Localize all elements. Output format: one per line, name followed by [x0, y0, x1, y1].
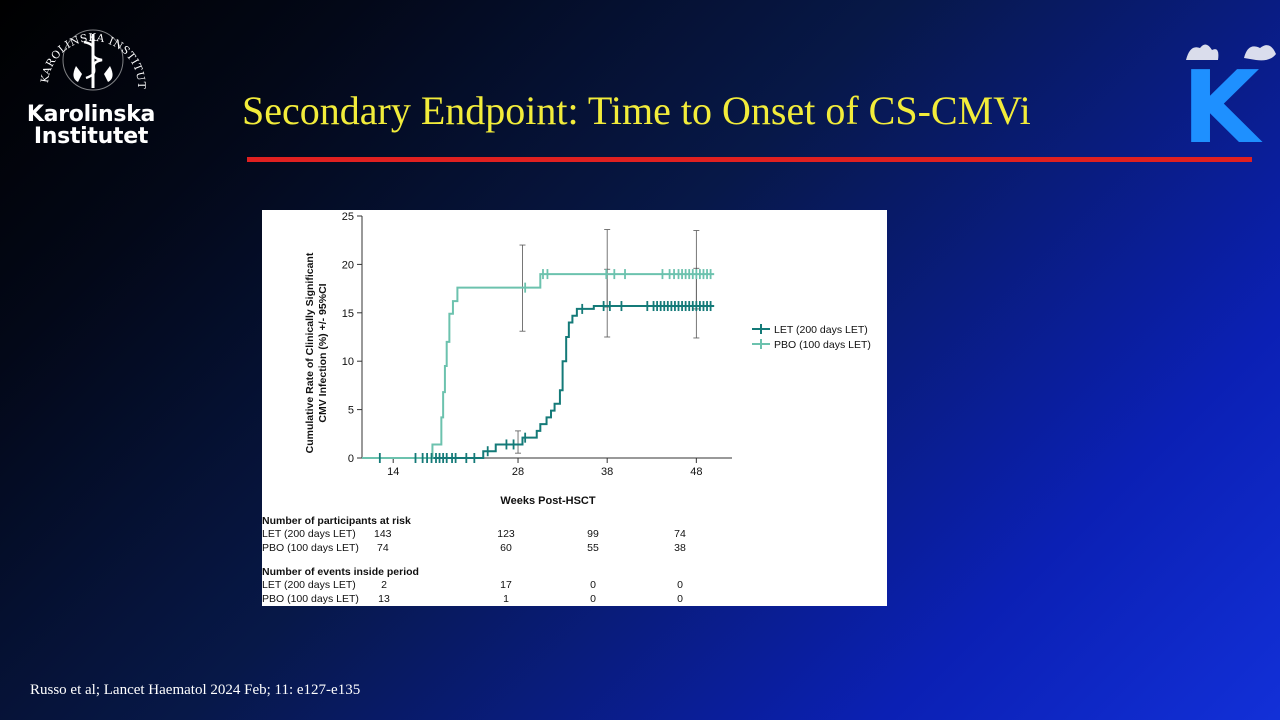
svg-text:KAROLINSKA INSTITUTET · ANNO 1: KAROLINSKA INSTITUTET · ANNO 1810 [18, 16, 147, 89]
legend-pbo: PBO (100 days LET) [774, 339, 871, 351]
pbo-curve [362, 273, 715, 459]
x-tick-label: 48 [690, 466, 702, 478]
at-risk-let-v1: 123 [497, 528, 515, 540]
legend: LET (200 days LET) PBO (100 days LET) [752, 324, 871, 351]
error-bars [515, 229, 700, 454]
ki-seal-icon: KAROLINSKA INSTITUTET · ANNO 1810 [13, 7, 147, 91]
y-axis-label-line1: Cumulative Rate of Clinically Significan… [304, 252, 316, 453]
citation: Russo et al; Lancet Haematol 2024 Feb; 1… [30, 682, 361, 698]
events-pbo-v3: 0 [677, 593, 683, 605]
slide-title: Secondary Endpoint: Time to Onset of CS-… [242, 88, 1031, 133]
seal-text: KAROLINSKA INSTITUTET · ANNO 1810 [13, 7, 147, 89]
at-risk-let-v0: 143 [374, 528, 392, 540]
k-logo-icon: K [1182, 44, 1276, 146]
y-tick-label: 20 [342, 259, 354, 271]
x-tick-label: 14 [387, 466, 399, 478]
y-tick-label: 0 [348, 453, 354, 465]
y-tick-label: 10 [342, 356, 354, 368]
censor-marks [378, 269, 712, 463]
chart-panel: 0 5 10 15 20 25 14 28 38 48 Cumulative Rate of Cl… [262, 210, 887, 606]
x-axis-label: Weeks Post-HSCT [500, 495, 595, 507]
events-let-v1: 17 [500, 579, 512, 591]
at-risk-pbo-v2: 55 [587, 542, 599, 554]
k-logo-letter: K [1182, 49, 1263, 146]
events-pbo-label: PBO (100 days LET) [262, 593, 359, 605]
chart-labels: Cumulative Rate of Clinically Significan… [304, 252, 596, 507]
events-pbo-v0: 13 [378, 593, 390, 605]
chart-axes: 0 5 10 15 20 25 14 28 38 48 [342, 211, 732, 478]
events-let-label: LET (200 days LET) [262, 579, 356, 591]
ki-name-line1: Karolinska [26, 102, 156, 127]
risk-table: Number of participants at risk LET (200 … [262, 515, 686, 605]
events-let-v2: 0 [590, 579, 596, 591]
at-risk-title: Number of participants at risk [262, 515, 411, 527]
at-risk-pbo-v3: 38 [674, 542, 686, 554]
events-pbo-v1: 1 [503, 593, 509, 605]
at-risk-let-label: LET (200 days LET) [262, 528, 356, 540]
legend-let: LET (200 days LET) [774, 324, 868, 336]
y-tick-label: 15 [342, 308, 354, 320]
events-title: Number of events inside period [262, 566, 419, 578]
at-risk-pbo-v0: 74 [377, 542, 389, 554]
y-tick-label: 25 [342, 211, 354, 223]
events-let-v3: 0 [677, 579, 683, 591]
at-risk-pbo-label: PBO (100 days LET) [262, 542, 359, 554]
at-risk-pbo-v1: 60 [500, 542, 512, 554]
events-let-v0: 2 [381, 579, 387, 591]
title-underline [247, 157, 1252, 162]
let-curve [362, 305, 715, 459]
events-pbo-v2: 0 [590, 593, 596, 605]
x-tick-label: 28 [512, 466, 524, 478]
y-tick-label: 5 [348, 405, 354, 417]
survival-curves [362, 273, 715, 459]
ki-name-line2: Institutet [33, 124, 149, 149]
y-axis-label-line2: CMV Infection (%) +/- 95%CI [317, 283, 329, 422]
x-tick-label: 38 [601, 466, 613, 478]
at-risk-let-v2: 99 [587, 528, 599, 540]
at-risk-let-v3: 74 [674, 528, 686, 540]
karolinska-logo: KAROLINSKA INSTITUTET · ANNO 1810 Karoli… [13, 7, 168, 156]
